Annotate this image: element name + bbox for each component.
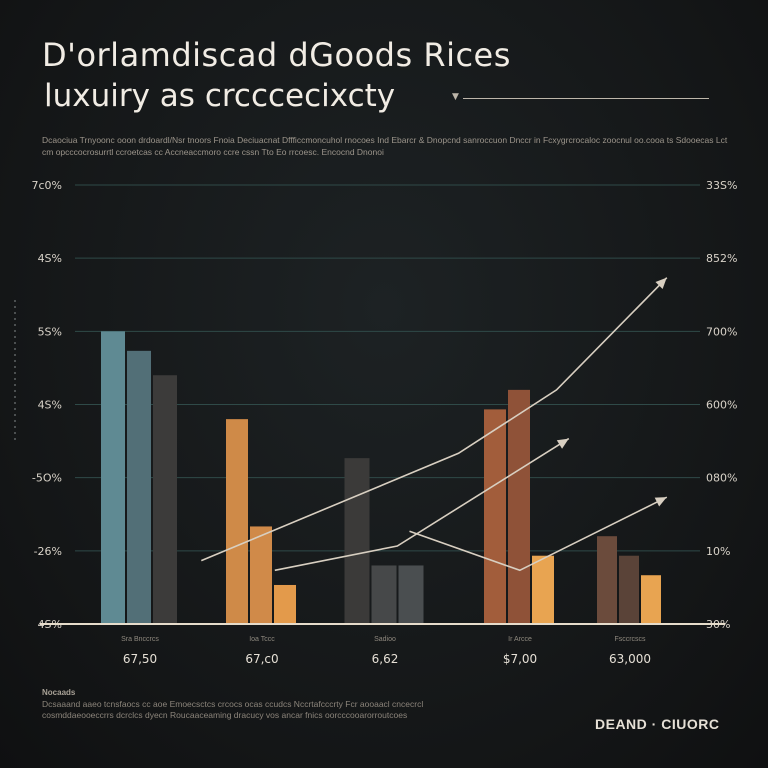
category-value-label: 63,000: [609, 652, 651, 666]
y-tick-right: 10%: [706, 545, 730, 558]
title-marker-icon: ▼: [452, 92, 459, 102]
bar: [532, 555, 554, 624]
y-tick-right: 700%: [706, 325, 737, 338]
y-tick-right: 600%: [706, 399, 737, 412]
footnote: Dcsaaand aaeo tcnsfaocs cc aoe Emoecsctc…: [42, 699, 424, 720]
category-name: Sadioo: [374, 636, 396, 643]
category-name: Sra Bnccrcs: [121, 636, 159, 643]
y-tick-right: 080%: [706, 472, 737, 485]
y-tick-right: 33S%: [706, 179, 737, 192]
category-value-label: 6,62: [372, 652, 399, 666]
bar: [597, 536, 617, 624]
y-tick-right: 852%: [706, 252, 737, 265]
bar: [274, 584, 296, 624]
trend-line: [200, 277, 668, 562]
bar: [101, 331, 125, 624]
category-name: Ioa Tccc: [249, 636, 275, 643]
category-name: Ir Arcce: [508, 636, 532, 643]
arrow-head: [556, 438, 569, 449]
category-name: Fsccrcscs: [614, 636, 646, 643]
brand-logo: DEAND · CIUORC: [595, 716, 720, 732]
bar: [344, 458, 370, 624]
chart-title: D'orlamdiscad dGoods Rices: [42, 36, 511, 74]
y-tick-left: 4S%: [38, 252, 62, 265]
bar: [226, 419, 248, 624]
bar: [250, 526, 272, 624]
y-tick-left: -26%: [34, 545, 62, 558]
y-tick-left: 4S%: [38, 399, 62, 412]
bar: [371, 565, 397, 624]
arrow-head: [655, 277, 667, 290]
category-value-label: 67,50: [123, 652, 157, 666]
bar: [484, 409, 506, 624]
bar: [127, 350, 151, 624]
trend-line: [274, 437, 570, 572]
bar: [508, 389, 530, 624]
bar: [619, 555, 639, 624]
trend-line: [409, 496, 668, 572]
footnote-heading: Nocaads: [42, 688, 76, 697]
y-tick-left: -5O%: [32, 472, 62, 485]
bar: [641, 575, 661, 624]
category-value-label: 67,c0: [245, 652, 278, 666]
arrow-head: [654, 497, 667, 507]
title-rule: [463, 98, 709, 99]
y-tick-left: 7c0%: [32, 179, 63, 192]
chart-description: Dcaociua Trnyoonc ooon drdoardl/Nsr tnoo…: [42, 135, 728, 157]
chart-subtitle-heading: luxuiry as crcccecixcty: [44, 78, 396, 114]
y-tick-left: 5S%: [38, 325, 62, 338]
bar: [153, 375, 177, 624]
category-value-label: $7,00: [503, 652, 537, 666]
bar: [398, 565, 424, 624]
